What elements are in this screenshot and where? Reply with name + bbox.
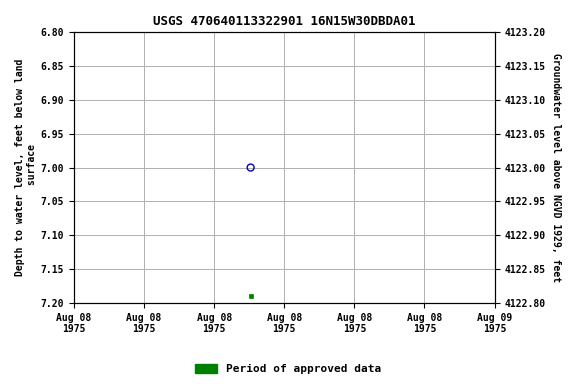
Legend: Period of approved data: Period of approved data xyxy=(191,359,385,379)
Point xyxy=(246,164,255,170)
Point xyxy=(246,293,255,300)
Y-axis label: Depth to water level, feet below land
 surface: Depth to water level, feet below land su… xyxy=(15,59,37,276)
Title: USGS 470640113322901 16N15W30DBDA01: USGS 470640113322901 16N15W30DBDA01 xyxy=(153,15,415,28)
Y-axis label: Groundwater level above NGVD 1929, feet: Groundwater level above NGVD 1929, feet xyxy=(551,53,561,282)
